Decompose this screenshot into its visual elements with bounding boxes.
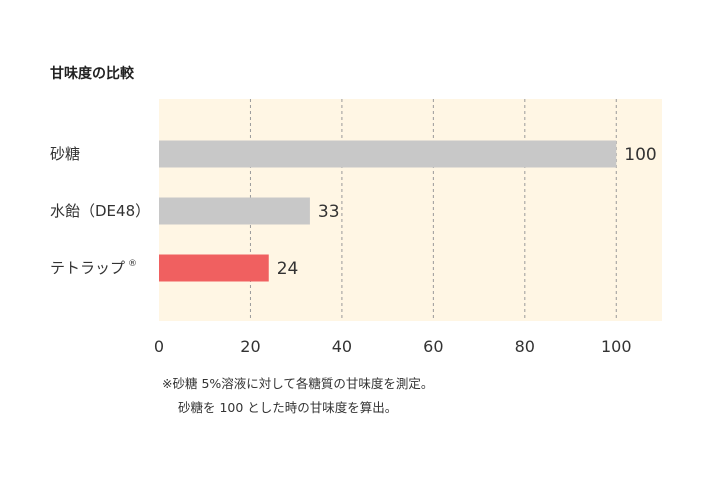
value-label-1: 33 [318, 202, 340, 222]
chart-note-1: ※砂糖 5%溶液に対して各糖質の甘味度を測定。 [162, 376, 433, 391]
x-tick-label-80: 80 [515, 337, 535, 356]
value-label-0: 100 [624, 145, 656, 165]
x-tick-label-40: 40 [332, 337, 352, 356]
x-tick-label-60: 60 [423, 337, 443, 356]
registered-mark: ® [128, 259, 137, 269]
bar-1 [159, 197, 310, 225]
chart-note-2: 砂糖を 100 とした時の甘味度を算出。 [178, 400, 397, 415]
x-tick-label-100: 100 [601, 337, 632, 356]
category-label-2: テトラップ ® [50, 259, 137, 277]
bar-0 [159, 140, 617, 168]
x-tick-label-0: 0 [154, 337, 164, 356]
bars: 100 33 24 [159, 140, 657, 282]
chart-title: 甘味度の比較 [50, 65, 135, 82]
bar-2 [159, 254, 269, 282]
category-label-0: 砂糖 [50, 145, 80, 163]
x-tick-label-20: 20 [240, 337, 260, 356]
category-label-1: 水飴（DE48） [50, 202, 150, 220]
value-label-2: 24 [277, 259, 299, 279]
x-axis-tick-labels: 0 20 40 60 80 100 [154, 337, 632, 356]
